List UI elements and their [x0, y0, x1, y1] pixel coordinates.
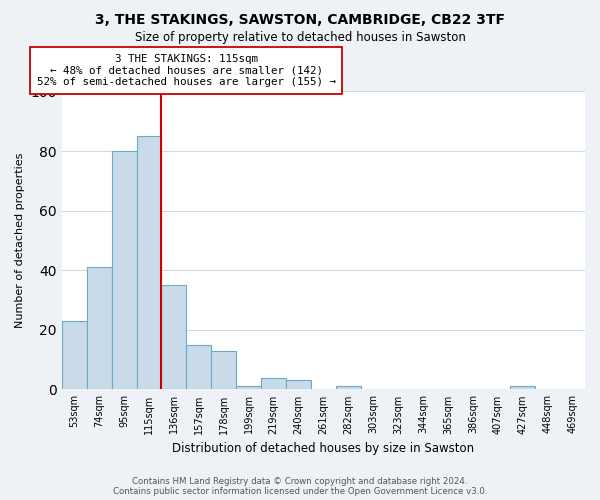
X-axis label: Distribution of detached houses by size in Sawston: Distribution of detached houses by size … [172, 442, 475, 455]
Bar [112, 151, 137, 390]
Bar [137, 136, 161, 390]
Text: 3, THE STAKINGS, SAWSTON, CAMBRIDGE, CB22 3TF: 3, THE STAKINGS, SAWSTON, CAMBRIDGE, CB2… [95, 12, 505, 26]
Bar [261, 378, 286, 390]
Y-axis label: Number of detached properties: Number of detached properties [15, 153, 25, 328]
Bar [510, 386, 535, 390]
Bar [62, 321, 87, 390]
Bar [161, 285, 187, 390]
Bar [286, 380, 311, 390]
Bar [336, 386, 361, 390]
Bar [187, 344, 211, 390]
Text: Size of property relative to detached houses in Sawston: Size of property relative to detached ho… [134, 31, 466, 44]
Bar [87, 268, 112, 390]
Bar [236, 386, 261, 390]
Text: Contains HM Land Registry data © Crown copyright and database right 2024.
Contai: Contains HM Land Registry data © Crown c… [113, 476, 487, 496]
Text: 3 THE STAKINGS: 115sqm
← 48% of detached houses are smaller (142)
52% of semi-de: 3 THE STAKINGS: 115sqm ← 48% of detached… [37, 54, 336, 87]
Bar [211, 350, 236, 390]
